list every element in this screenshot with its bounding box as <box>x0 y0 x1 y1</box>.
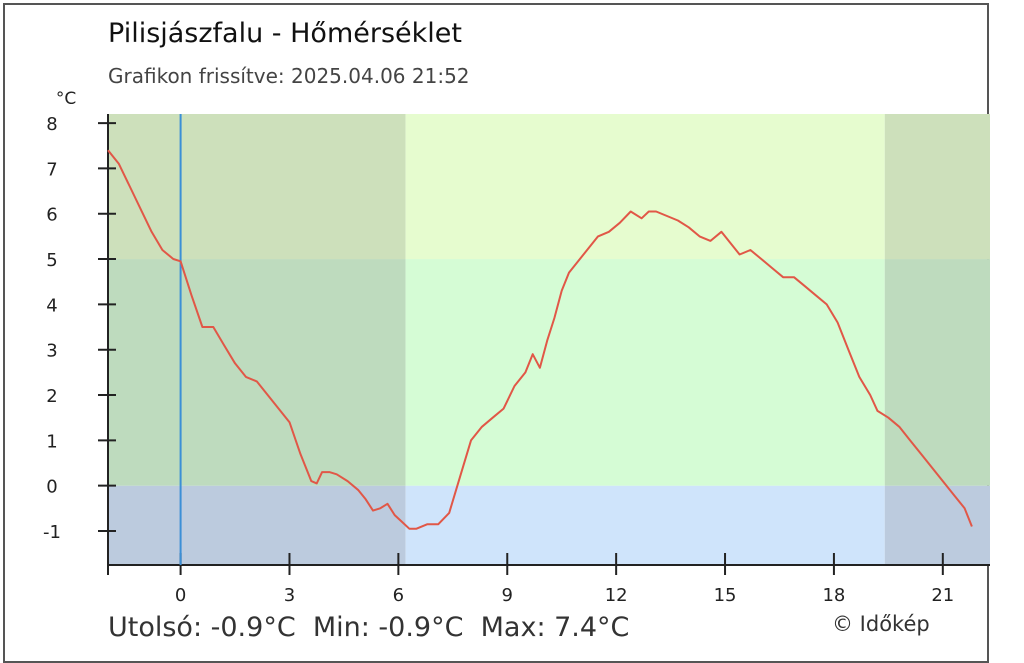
zone-1-segment-0-night <box>108 259 406 486</box>
chart-title: Pilisjászfalu - Hőmérséklet <box>108 18 462 49</box>
chart-subtitle: Grafikon frissítve: 2025.04.06 21:52 <box>108 64 470 88</box>
x-tick-label-9: 9 <box>502 585 513 606</box>
x-tick-label-12: 12 <box>605 585 628 606</box>
y-tick-label-1: 1 <box>46 431 57 452</box>
y-tick-label-0: 0 <box>46 477 57 498</box>
y-tick-label-2: 2 <box>46 386 57 407</box>
zone-0-segment-2-night <box>884 485 990 565</box>
zone-2-segment-1-day <box>405 114 885 260</box>
x-tick-label-18: 18 <box>822 585 845 606</box>
y-tick-label-6: 6 <box>46 205 57 226</box>
y-axis-unit-label: °C <box>56 89 76 109</box>
zone-1-segment-1-day <box>405 259 885 486</box>
x-tick-label-21: 21 <box>931 585 954 606</box>
x-tick-label-6: 6 <box>393 585 404 606</box>
zone-0-segment-0-night <box>108 485 406 565</box>
y-tick-label--1: -1 <box>43 522 61 543</box>
temperature-series-line <box>107 149 973 530</box>
y-tick-label-7: 7 <box>46 159 57 180</box>
temperature-zone-backgrounds <box>108 114 990 565</box>
x-tick-label-15: 15 <box>714 585 737 606</box>
summary-stats: Utolsó: -0.9°C Min: -0.9°C Max: 7.4°C <box>108 612 630 643</box>
axes: °C <box>56 89 990 566</box>
y-tick-label-4: 4 <box>46 295 57 316</box>
zone-2-segment-0-night <box>108 114 406 260</box>
x-tick-label-0: 0 <box>175 585 186 606</box>
x-tick-label-3: 3 <box>284 585 295 606</box>
y-tick-label-8: 8 <box>46 114 57 135</box>
zone-1-segment-2-night <box>884 259 990 486</box>
source-credit: © Időkép <box>832 612 930 636</box>
zone-0-segment-1-day <box>405 485 885 565</box>
zone-2-segment-2-night <box>884 114 990 260</box>
y-tick-label-5: 5 <box>46 250 57 271</box>
y-tick-label-3: 3 <box>46 341 57 362</box>
